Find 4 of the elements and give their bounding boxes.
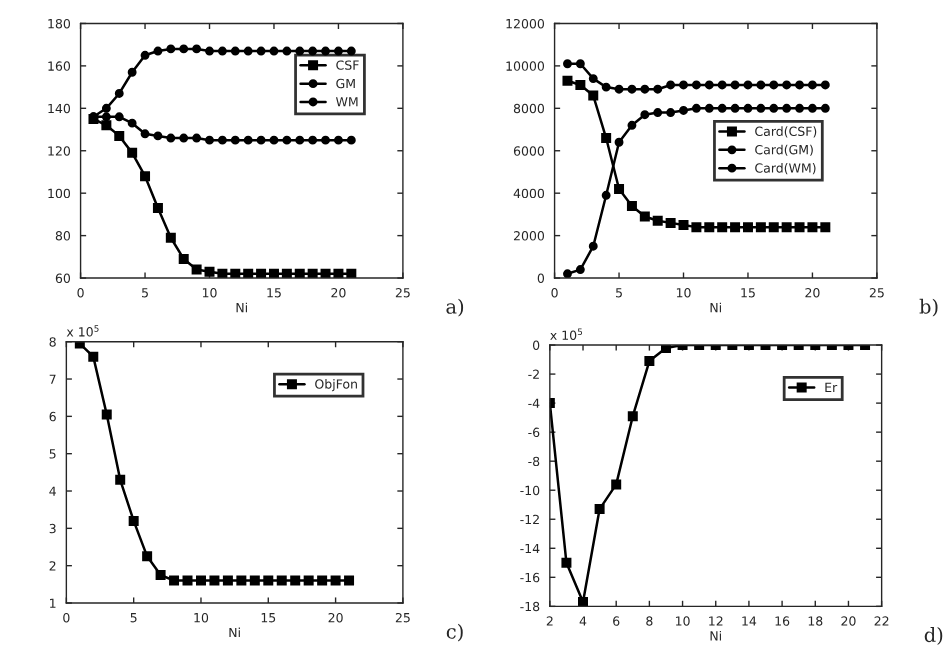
text: c) (446, 623, 463, 642)
text: a) (446, 298, 464, 317)
text: b) (919, 298, 938, 317)
text: d) (924, 627, 943, 645)
